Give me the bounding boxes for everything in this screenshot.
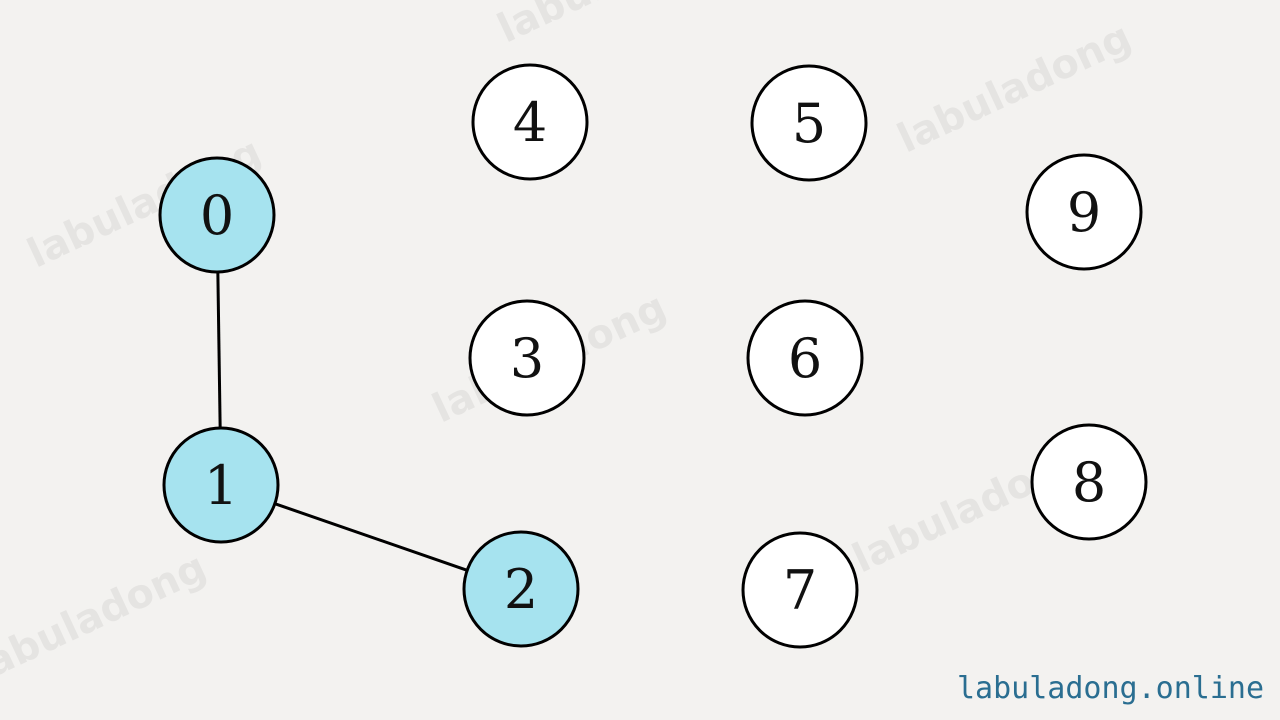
watermark-text: labuladong [491, 0, 739, 52]
node-8-circle [1030, 423, 1148, 541]
site-url-text[interactable]: labuladong.online [956, 671, 1264, 706]
watermark-text: labuladong [891, 14, 1139, 162]
node-8-label: 8 [1072, 451, 1106, 514]
node-6-circle [746, 299, 864, 417]
node-9[interactable]: 9 [1025, 153, 1143, 271]
node-4[interactable]: 4 [471, 63, 589, 181]
node-6[interactable]: 6 [746, 299, 864, 417]
node-1-label: 1 [204, 454, 238, 517]
node-3-circle [468, 299, 586, 417]
node-0[interactable]: 0 [158, 156, 276, 274]
node-7-label: 7 [783, 559, 817, 622]
node-9-label: 9 [1067, 181, 1101, 244]
node-9-circle [1025, 153, 1143, 271]
node-5[interactable]: 5 [750, 64, 868, 182]
node-3-label: 3 [510, 327, 544, 390]
node-0-label: 0 [200, 184, 234, 247]
node-4-circle [471, 63, 589, 181]
node-3[interactable]: 3 [468, 299, 586, 417]
node-6-label: 6 [788, 327, 822, 390]
node-1[interactable]: 1 [162, 426, 280, 544]
node-7-circle [741, 531, 859, 649]
node-2-label: 2 [504, 558, 538, 621]
node-7[interactable]: 7 [741, 531, 859, 649]
node-1-circle [162, 426, 280, 544]
node-layer: 0 1 2 3 4 5 6 7 8 9 [158, 63, 1148, 649]
edge-layer [216, 271, 468, 572]
node-0-circle [158, 156, 276, 274]
node-2[interactable]: 2 [462, 530, 580, 648]
node-5-label: 5 [792, 92, 826, 155]
node-5-circle [750, 64, 868, 182]
edge-0-1 [216, 271, 222, 429]
node-8[interactable]: 8 [1030, 423, 1148, 541]
node-2-circle [462, 530, 580, 648]
watermark-text: labuladong [0, 544, 213, 692]
edge-1-2 [274, 502, 468, 572]
node-4-label: 4 [513, 91, 547, 154]
